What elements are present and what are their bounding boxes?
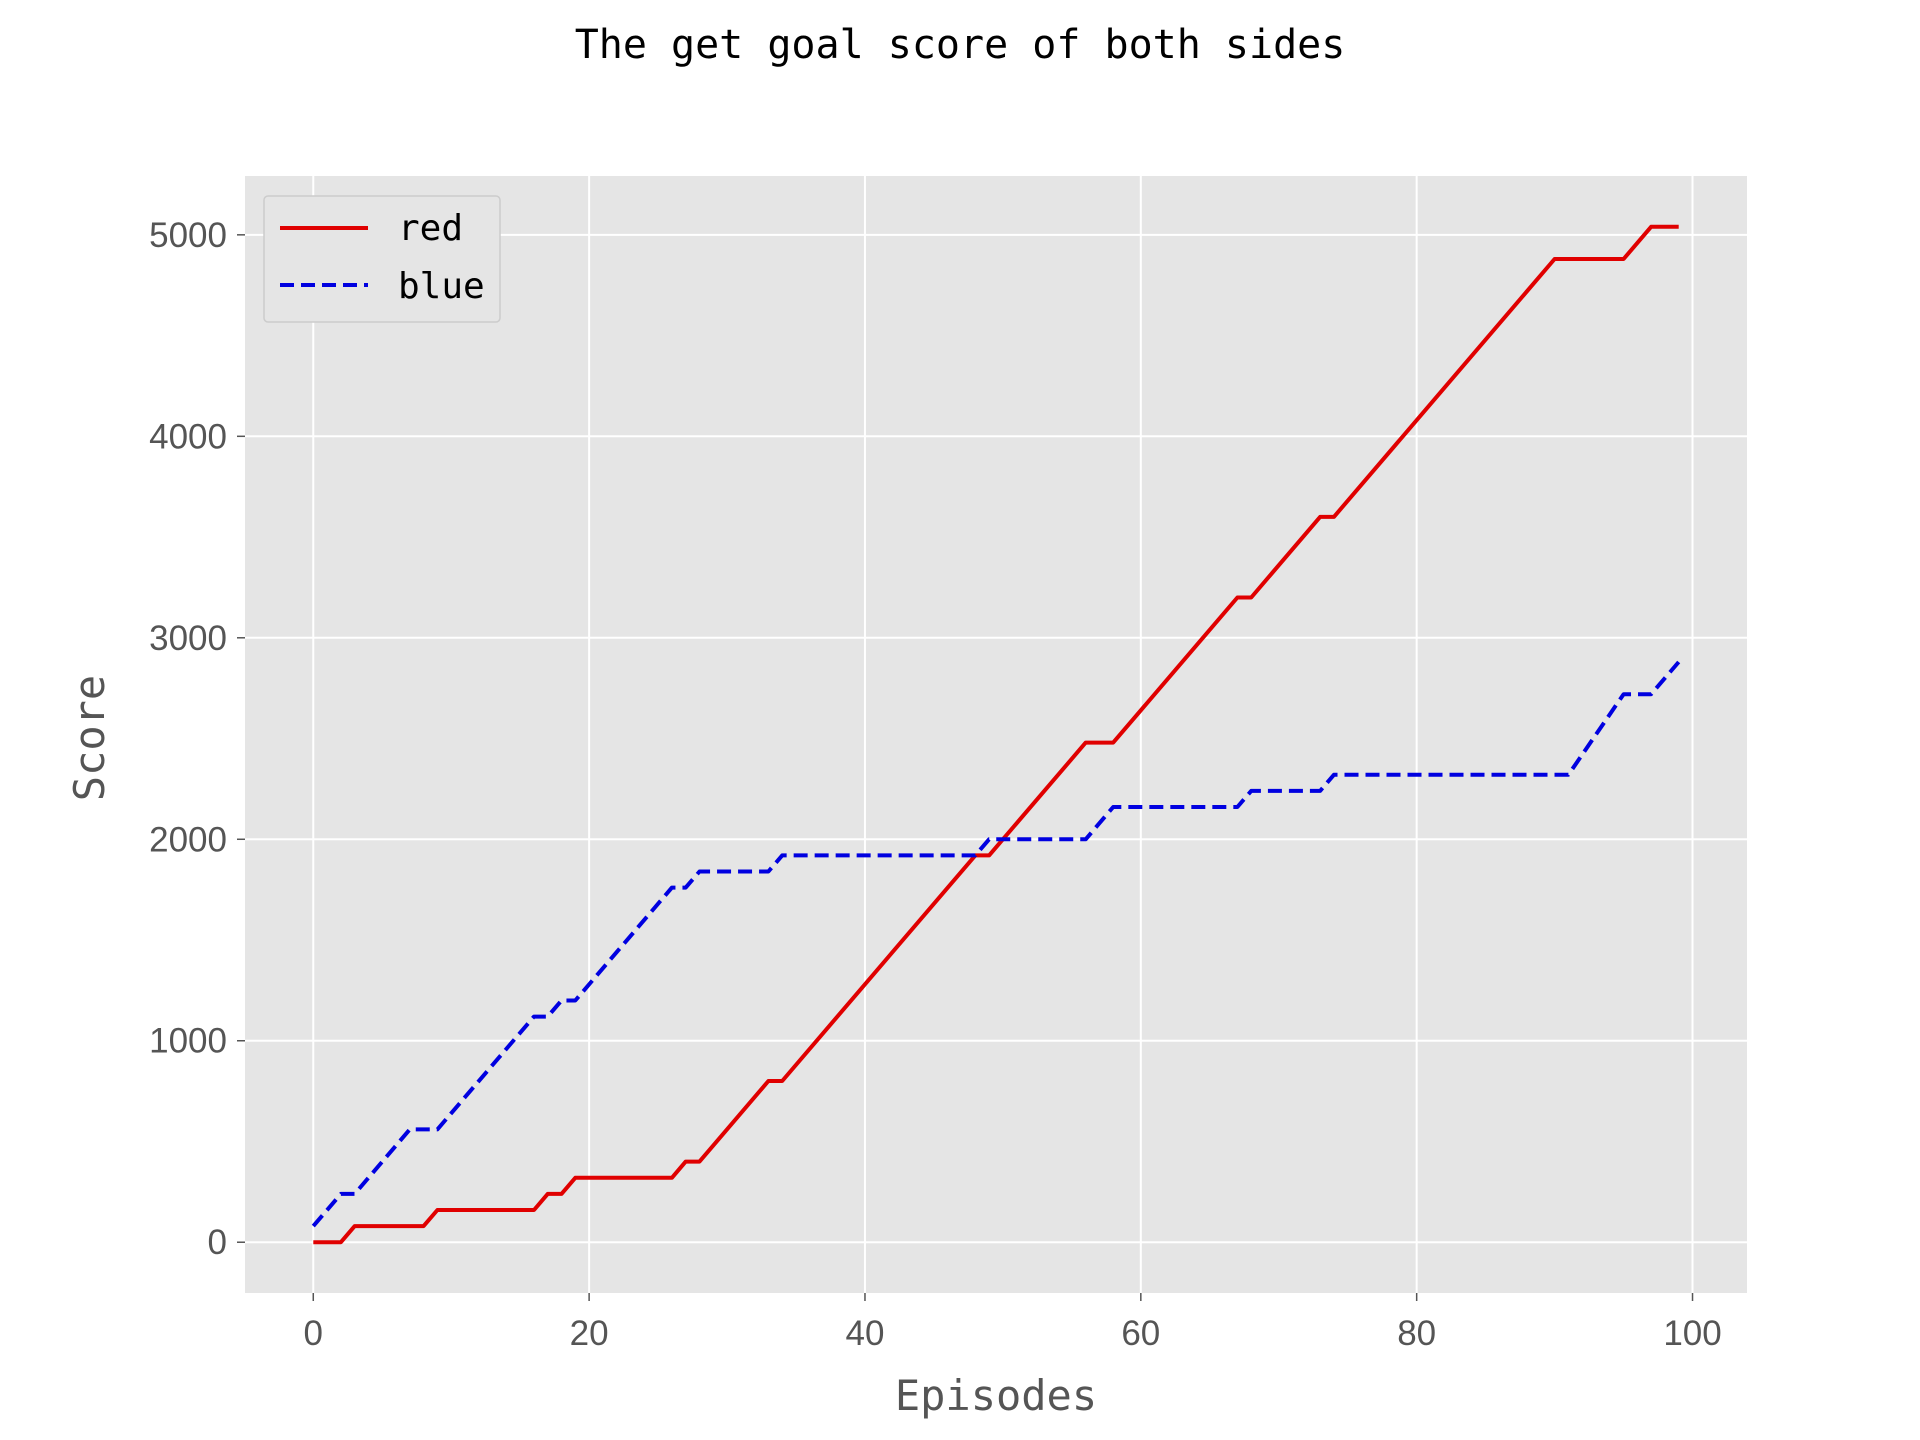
y-tick-label: 5000: [149, 216, 227, 255]
x-axis-label: Episodes: [895, 1371, 1097, 1420]
x-tick-label: 20: [570, 1314, 609, 1353]
plot-area: [245, 176, 1747, 1293]
legend: red blue: [263, 195, 501, 323]
x-tick-label: 0: [304, 1314, 323, 1353]
x-tick-label: 80: [1397, 1314, 1436, 1353]
y-tick-label: 0: [208, 1223, 227, 1262]
y-axis-label: Score: [65, 675, 114, 801]
x-tick-label: 60: [1121, 1314, 1160, 1353]
chart-title: The get goal score of both sides: [575, 22, 1346, 68]
x-tick-label: 100: [1663, 1314, 1721, 1353]
x-tick-label: 40: [846, 1314, 885, 1353]
series-layer: [311, 224, 1681, 1245]
legend-label-blue: blue: [398, 266, 485, 307]
y-tick-label: 2000: [149, 820, 227, 859]
legend-label-red: red: [398, 208, 463, 249]
y-tick-label: 4000: [149, 417, 227, 456]
y-tick-label: 1000: [149, 1022, 227, 1061]
y-tick-label: 3000: [149, 619, 227, 658]
